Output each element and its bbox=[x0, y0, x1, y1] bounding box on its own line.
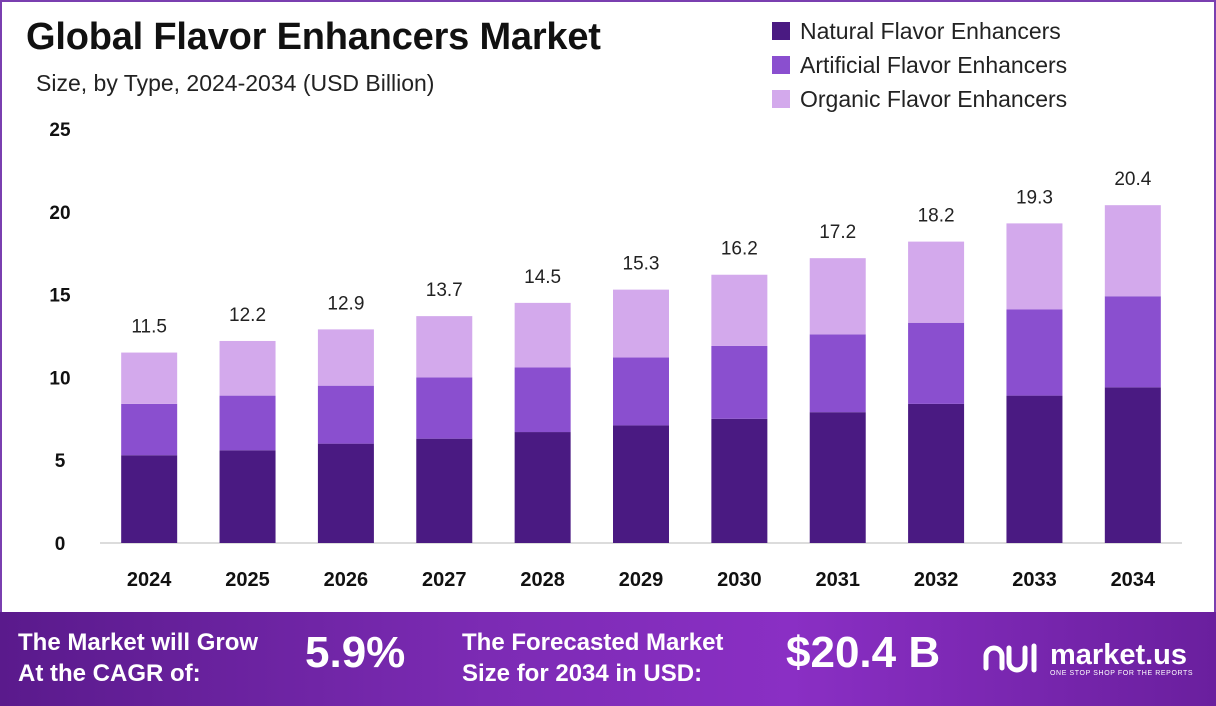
bar-total-label: 19.3 bbox=[1016, 187, 1053, 208]
bar-segment-artificial-2027 bbox=[416, 377, 473, 439]
bar-total-label: 17.2 bbox=[819, 222, 856, 243]
bar-total-label: 11.5 bbox=[131, 317, 167, 338]
x-tick-label: 2028 bbox=[520, 569, 565, 591]
bar-segment-natural-2025 bbox=[219, 450, 276, 543]
y-tick-label: 10 bbox=[49, 368, 70, 389]
legend-label-natural: Natural Flavor Enhancers bbox=[800, 17, 1061, 44]
bar-segment-organic-2027 bbox=[416, 316, 473, 378]
bar-segment-organic-2024 bbox=[121, 352, 178, 404]
bar-total-label: 12.9 bbox=[327, 293, 364, 314]
bar-total-label: 13.7 bbox=[426, 280, 463, 301]
x-tick-label: 2027 bbox=[422, 569, 467, 591]
bar-segment-artificial-2026 bbox=[317, 385, 374, 444]
logo-tagline: ONE STOP SHOP FOR THE REPORTS bbox=[1050, 669, 1194, 677]
forecast-caption-line2: Size for 2034 in USD: bbox=[462, 660, 703, 687]
bar-total-label: 16.2 bbox=[721, 239, 758, 260]
bar-segment-natural-2031 bbox=[809, 412, 866, 543]
y-tick-label: 20 bbox=[49, 203, 70, 224]
legend-label-organic: Organic Flavor Enhancers bbox=[800, 85, 1068, 112]
bar-total-label: 12.2 bbox=[229, 305, 266, 326]
bar-segment-natural-2027 bbox=[416, 438, 473, 543]
bar-segment-organic-2034 bbox=[1104, 205, 1161, 297]
x-tick-label: 2025 bbox=[225, 569, 270, 591]
bar-segment-natural-2033 bbox=[1006, 395, 1063, 543]
x-tick-label: 2031 bbox=[815, 569, 860, 591]
cagr-caption: The Market will Grow At the CAGR of: bbox=[18, 627, 258, 689]
footer-banner: The Market will Grow At the CAGR of: 5.9… bbox=[0, 612, 1216, 706]
bar-segment-artificial-2033 bbox=[1006, 309, 1063, 396]
bar-segment-organic-2033 bbox=[1006, 223, 1063, 310]
forecast-caption: The Forecasted Market Size for 2034 in U… bbox=[462, 627, 723, 689]
chart-legend: Natural Flavor Enhancers Artificial Flav… bbox=[772, 14, 1067, 116]
bar-segment-artificial-2034 bbox=[1104, 296, 1161, 388]
forecast-caption-line1: The Forecasted Market bbox=[462, 629, 724, 656]
cagr-caption-line2: At the CAGR of: bbox=[18, 660, 201, 687]
market-us-logo-icon bbox=[983, 643, 1037, 673]
y-tick-label: 15 bbox=[49, 286, 71, 307]
chart-subtitle: Size, by Type, 2024-2034 (USD Billion) bbox=[36, 70, 435, 96]
bar-segment-natural-2034 bbox=[1104, 387, 1161, 543]
bar-segment-artificial-2029 bbox=[613, 357, 669, 426]
x-tick-label: 2030 bbox=[717, 569, 762, 591]
bar-total-label: 20.4 bbox=[1114, 169, 1151, 190]
bar-segment-artificial-2030 bbox=[711, 345, 768, 419]
bar-segment-artificial-2028 bbox=[514, 367, 571, 433]
logo-name: market.us bbox=[1050, 638, 1188, 671]
legend-swatch-organic bbox=[772, 90, 790, 108]
x-tick-label: 2032 bbox=[914, 569, 959, 591]
x-tick-label: 2026 bbox=[324, 569, 369, 591]
bar-segment-natural-2029 bbox=[613, 425, 669, 543]
market-us-logo: market.us ONE STOP SHOP FOR THE REPORTS bbox=[982, 638, 1193, 678]
forecast-value: $20.4 B bbox=[786, 628, 941, 677]
bar-segment-artificial-2032 bbox=[908, 322, 965, 404]
bar-total-label: 18.2 bbox=[918, 206, 955, 227]
legend-item-artificial: Artificial Flavor Enhancers bbox=[772, 48, 1067, 82]
logo-text: market.us ONE STOP SHOP FOR THE REPORTS bbox=[1050, 640, 1193, 677]
x-tick-label: 2034 bbox=[1111, 569, 1156, 591]
bar-segment-organic-2032 bbox=[908, 241, 965, 323]
bar-segment-natural-2026 bbox=[317, 443, 374, 543]
y-tick-label: 0 bbox=[55, 534, 66, 555]
bar-segment-natural-2032 bbox=[908, 403, 965, 543]
bar-segment-natural-2028 bbox=[514, 432, 571, 543]
bar-segment-artificial-2031 bbox=[809, 334, 866, 413]
cagr-caption-line1: The Market will Grow bbox=[18, 629, 259, 656]
legend-item-natural: Natural Flavor Enhancers bbox=[772, 14, 1067, 48]
bar-segment-organic-2030 bbox=[711, 274, 768, 346]
legend-swatch-artificial bbox=[772, 56, 790, 74]
x-tick-label: 2033 bbox=[1012, 569, 1057, 591]
bar-segment-natural-2030 bbox=[711, 418, 768, 543]
chart-title: Global Flavor Enhancers Market bbox=[26, 16, 601, 58]
bar-segment-organic-2031 bbox=[809, 258, 866, 335]
bar-segment-natural-2024 bbox=[121, 455, 178, 543]
y-tick-label: 25 bbox=[49, 120, 71, 141]
bar-segment-artificial-2024 bbox=[121, 403, 178, 456]
x-tick-label: 2029 bbox=[619, 569, 664, 591]
bar-segment-organic-2025 bbox=[219, 340, 276, 396]
bar-segment-organic-2028 bbox=[514, 302, 571, 368]
bar-total-label: 15.3 bbox=[623, 254, 660, 275]
legend-label-artificial: Artificial Flavor Enhancers bbox=[800, 51, 1068, 78]
cagr-value: 5.9% bbox=[305, 628, 406, 677]
bar-total-label: 14.5 bbox=[524, 267, 561, 288]
bar-segment-artificial-2025 bbox=[219, 395, 276, 451]
bar-segment-organic-2029 bbox=[613, 289, 669, 358]
y-tick-label: 5 bbox=[55, 451, 66, 472]
bar-segment-organic-2026 bbox=[317, 329, 374, 386]
x-tick-label: 2024 bbox=[127, 569, 172, 591]
stacked-bar-chart: 051015202511.5202412.2202512.9202613.720… bbox=[49, 120, 1182, 591]
legend-item-organic: Organic Flavor Enhancers bbox=[772, 82, 1067, 116]
legend-swatch-natural bbox=[772, 22, 790, 40]
